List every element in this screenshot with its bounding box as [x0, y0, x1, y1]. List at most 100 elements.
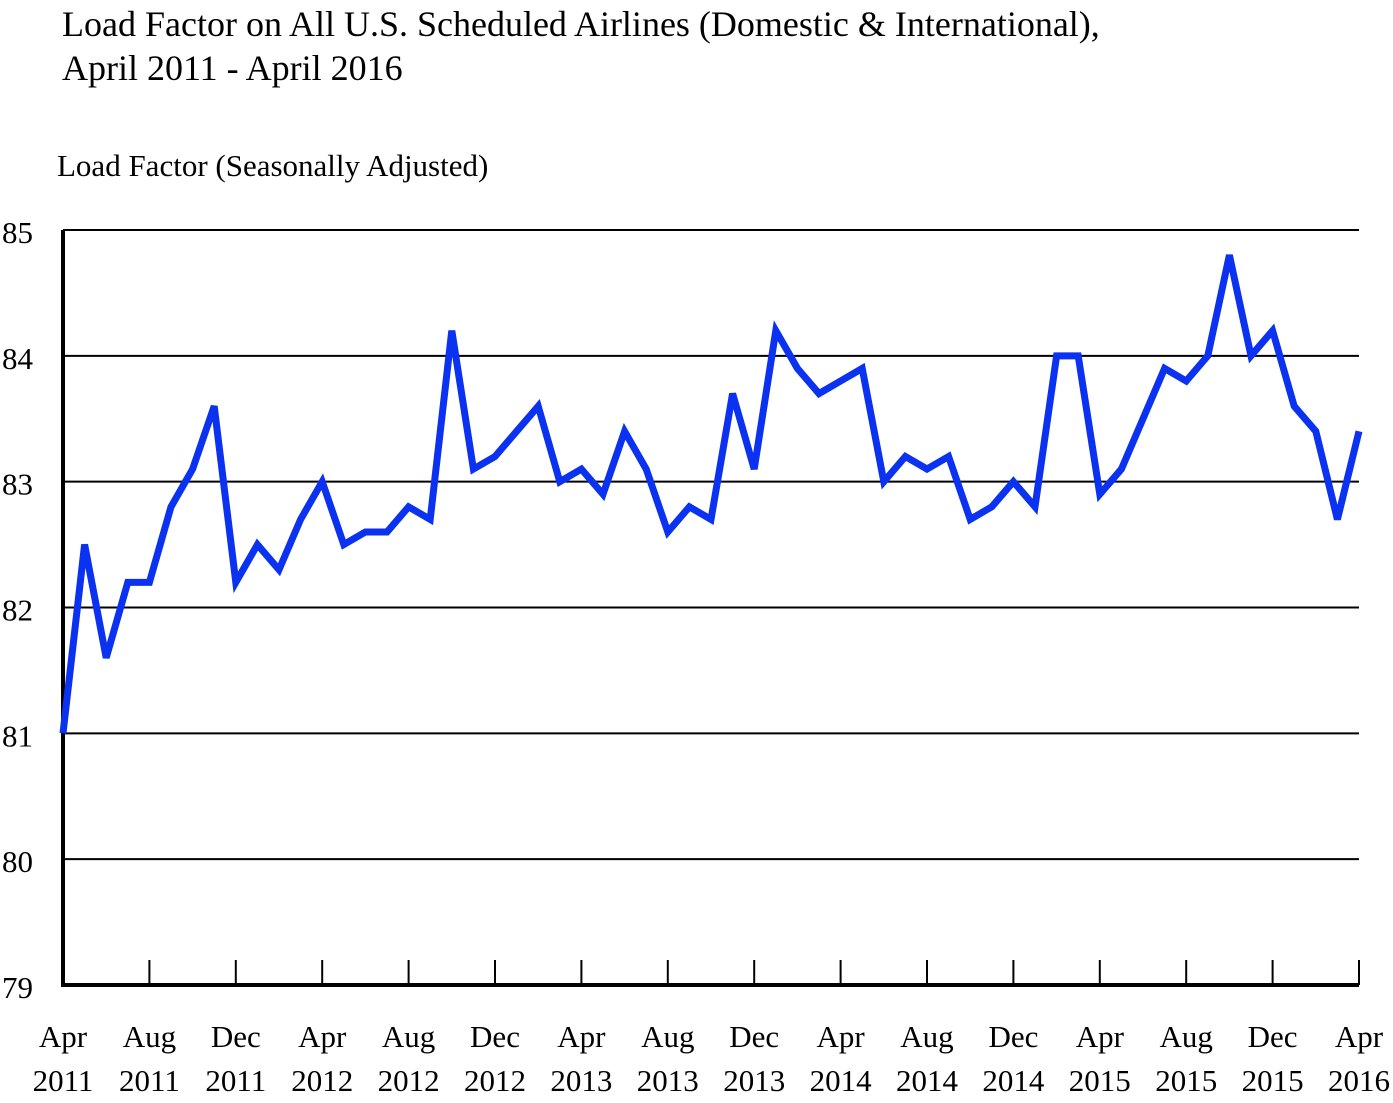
data-point	[341, 542, 347, 548]
data-point	[816, 391, 822, 397]
x-tick-label-year: 2015	[1242, 1063, 1304, 1098]
chart-title-line-1: Load Factor on All U.S. Scheduled Airlin…	[62, 4, 1100, 44]
x-tick-label-year: 2014	[896, 1063, 959, 1098]
data-point	[1248, 353, 1254, 359]
data-point	[254, 542, 260, 548]
y-tick-label-81: 81	[2, 718, 33, 753]
data-point	[600, 491, 606, 497]
data-point	[1313, 428, 1319, 434]
x-tick-label-year: 2014	[810, 1063, 873, 1098]
y-tick-label-85: 85	[2, 215, 33, 250]
x-tick-label-year: 2012	[378, 1063, 440, 1098]
data-point	[427, 516, 433, 522]
data-point	[362, 529, 368, 535]
x-tick-label-year: 2011	[205, 1063, 266, 1098]
y-tick-label-79: 79	[2, 970, 33, 1005]
x-tick-label-year: 2016	[1328, 1063, 1390, 1098]
data-point	[773, 328, 779, 334]
data-point	[82, 542, 88, 548]
gridlines	[63, 229, 1359, 861]
x-tick-label-year: 2012	[291, 1063, 353, 1098]
data-point	[967, 516, 973, 522]
series	[59, 252, 1363, 736]
chart-title: Load Factor on All U.S. Scheduled Airlin…	[62, 2, 1100, 90]
data-point	[103, 655, 109, 661]
data-point	[622, 428, 628, 434]
x-tick-label-month: Apr	[1076, 1019, 1125, 1054]
x-tick-label-month: Aug	[382, 1019, 435, 1054]
data-point	[902, 454, 908, 460]
data-point	[233, 579, 239, 585]
data-point	[298, 516, 304, 522]
data-point	[1140, 416, 1146, 422]
data-point	[794, 365, 800, 371]
x-tick-label-year: 2011	[119, 1063, 180, 1098]
x-tick-label-month: Apr	[1335, 1019, 1384, 1054]
data-point	[1183, 378, 1189, 384]
y-tick-label-83: 83	[2, 467, 33, 502]
data-point	[384, 529, 390, 535]
data-point	[989, 504, 995, 510]
data-point	[1054, 353, 1060, 359]
data-point	[1118, 466, 1124, 472]
y-tick-label-80: 80	[2, 844, 33, 879]
data-point	[190, 466, 196, 472]
x-tick-label-year: 2012	[464, 1063, 526, 1098]
data-point	[708, 516, 714, 522]
data-point	[1334, 516, 1340, 522]
data-point	[859, 365, 865, 371]
x-tick-label-month: Dec	[1248, 1019, 1298, 1054]
chart-title-line-2: April 2011 - April 2016	[62, 48, 403, 88]
data-point	[1226, 252, 1232, 258]
data-point	[1162, 365, 1168, 371]
data-point	[643, 466, 649, 472]
data-point	[924, 466, 930, 472]
data-point	[319, 479, 325, 485]
x-tick-label-year: 2011	[33, 1063, 94, 1098]
data-point	[1291, 403, 1297, 409]
data-point	[730, 391, 736, 397]
x-tick-label-month: Dec	[988, 1019, 1038, 1054]
x-tick-label-month: Apr	[39, 1019, 88, 1054]
y-tick-labels: 79 80 81 82 83 84 85	[2, 215, 34, 1005]
x-tick-label-year: 2015	[1069, 1063, 1131, 1098]
data-point	[838, 378, 844, 384]
data-point	[168, 504, 174, 510]
data-point	[946, 454, 952, 460]
x-tick-label-year: 2015	[1155, 1063, 1217, 1098]
data-point	[1205, 353, 1211, 359]
data-point	[449, 328, 455, 334]
x-tick-label-month: Apr	[298, 1019, 347, 1054]
x-tick-label-month: Dec	[729, 1019, 779, 1054]
data-point	[535, 403, 541, 409]
data-point	[1075, 353, 1081, 359]
x-tick-label-month: Apr	[557, 1019, 606, 1054]
x-ticks	[62, 960, 1360, 985]
x-tick-label-month: Dec	[211, 1019, 261, 1054]
data-point	[1097, 491, 1103, 497]
data-point	[665, 529, 671, 535]
x-tick-label-month: Aug	[1160, 1019, 1213, 1054]
data-point	[1032, 504, 1038, 510]
data-point	[406, 504, 412, 510]
x-tick-label-month: Aug	[900, 1019, 953, 1054]
data-point	[470, 466, 476, 472]
x-tick-labels: Apr 2011 Aug 2011 Dec 2011 Apr 2012 Aug 2012 Dec 20…	[33, 1019, 1390, 1098]
data-point	[1010, 479, 1016, 485]
x-tick-label-year: 2013	[637, 1063, 699, 1098]
data-point	[881, 479, 887, 485]
y-axis-label: Load Factor (Seasonally Adjusted)	[57, 148, 489, 183]
axes	[61, 230, 1359, 987]
data-point	[60, 730, 66, 736]
x-tick-label-month: Aug	[123, 1019, 176, 1054]
data-point	[557, 479, 563, 485]
data-point	[751, 466, 757, 472]
data-point	[1270, 328, 1276, 334]
x-tick-label-month: Dec	[470, 1019, 520, 1054]
data-point	[578, 466, 584, 472]
y-tick-label-82: 82	[2, 593, 33, 628]
data-point	[686, 504, 692, 510]
data-point	[514, 428, 520, 434]
data-point	[276, 567, 282, 573]
